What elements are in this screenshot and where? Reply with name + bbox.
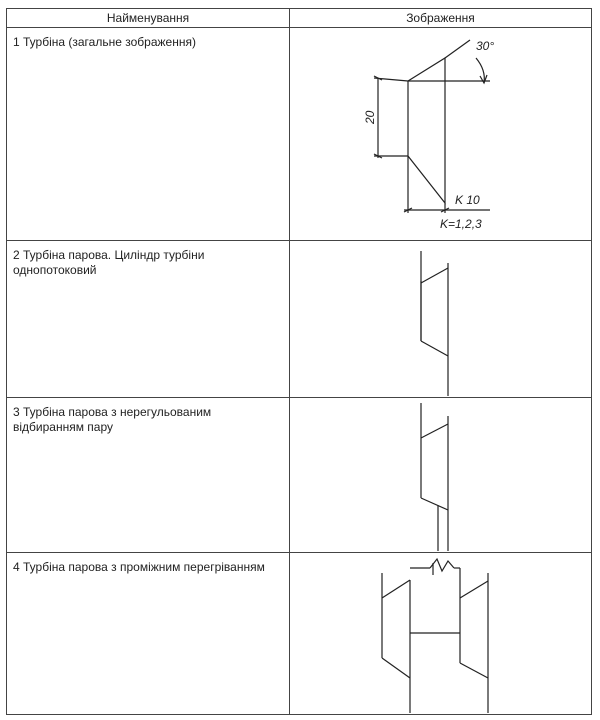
single-flow-turbine-symbol [420,251,449,396]
reheat-turbine-symbol [381,557,489,713]
symbols-table: Найменування Зображення 1 Турбіна (загал… [6,8,592,715]
row-name: 1 Турбіна (загальне зображення) [6,27,290,241]
uncontrolled-extraction-turbine-symbol [420,403,449,551]
header-image: Зображення [289,8,592,28]
angle-label: 30° [476,39,494,53]
table-row: 1 Турбіна (загальне зображення) [6,27,592,241]
k-label: K 10 [455,193,480,207]
table-row: 2 Турбіна парова. Циліндр турбіни однопо… [6,240,592,398]
symbols-table-sheet: Найменування Зображення 1 Турбіна (загал… [6,8,592,715]
row-image [289,552,592,715]
row-name: 4 Турбіна парова з проміжним перегріванн… [6,552,290,715]
table-row: 3 Турбіна парова з нерегульованим відбир… [6,397,592,553]
row-name: 2 Турбіна парова. Циліндр турбіни однопо… [6,240,290,398]
header-row: Найменування Зображення [6,8,592,28]
row-name: 3 Турбіна парова з нерегульованим відбир… [6,397,290,553]
table-row: 4 Турбіна парова з проміжним перегріванн… [6,552,592,715]
header-name: Найменування [6,8,290,28]
row-image [289,397,592,553]
turbine-general-symbol: 30° 20 K 10 K=1,2,3 [363,39,494,231]
height-label: 20 [363,110,377,125]
row-image [289,240,592,398]
k-values-label: K=1,2,3 [440,217,482,231]
row-image: 30° 20 K 10 K=1,2,3 [289,27,592,241]
